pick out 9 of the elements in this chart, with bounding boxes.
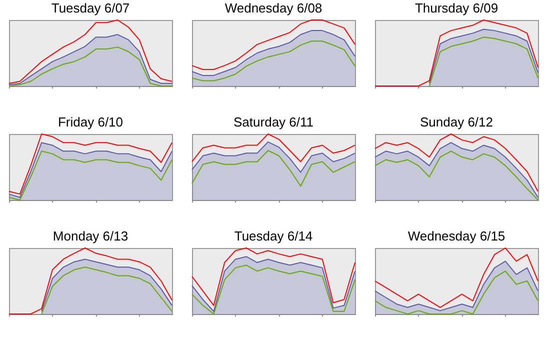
chart-title: Wednesday 6/08 — [224, 0, 322, 16]
chart-title: Wednesday 6/15 — [408, 228, 506, 244]
chart-title: Thursday 6/09 — [414, 0, 498, 16]
chart-title: Friday 6/10 — [58, 114, 124, 130]
chart-title: Tuesday 6/07 — [51, 0, 130, 16]
chart-title: Sunday 6/12 — [420, 114, 494, 130]
chart-title: Tuesday 6/14 — [234, 228, 313, 244]
chart-title: Saturday 6/11 — [234, 114, 314, 130]
chart-title: Monday 6/13 — [52, 228, 128, 244]
